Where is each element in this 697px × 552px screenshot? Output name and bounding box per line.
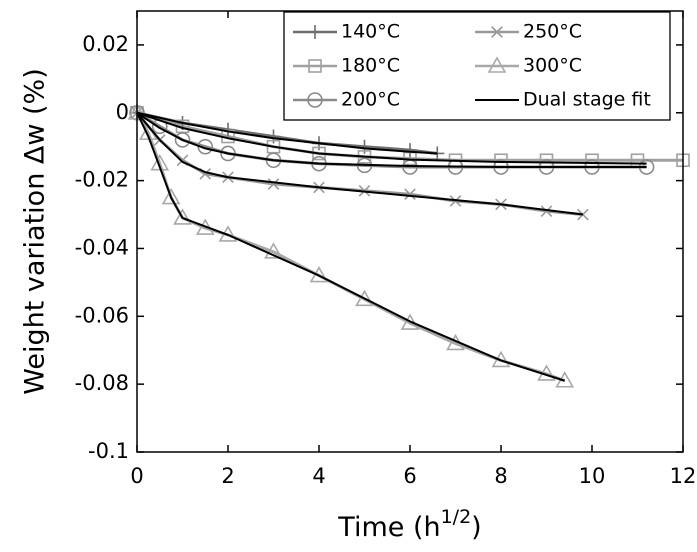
x-axis-label-part: Time (h [337, 512, 440, 543]
marker [404, 188, 416, 201]
plot-frame [136, 10, 684, 453]
marker [308, 59, 322, 73]
marker [174, 132, 191, 148]
marker [264, 242, 283, 259]
x-tick-label: 6 [403, 464, 416, 488]
y-tick-label: -0.06 [75, 303, 129, 327]
marker [308, 25, 322, 39]
marker [355, 289, 374, 307]
legend-label: 300°C [523, 55, 582, 77]
x-axis-label: Time (h1/2) [337, 506, 481, 543]
legend: 140°C 180°C 200°C 250°C 300°C Dual stage fit [283, 11, 671, 121]
fit-line [136, 112, 566, 382]
fit-line [136, 111, 647, 169]
marker [487, 56, 507, 73]
fit-line [136, 111, 647, 165]
marker [267, 178, 280, 190]
marker [173, 208, 192, 225]
legend-label: 140°C [341, 21, 400, 43]
fit-line [136, 111, 438, 155]
marker [491, 26, 503, 38]
x-axis-label-part: ) [471, 512, 482, 543]
x-tick-label: 0 [130, 464, 143, 488]
marker [307, 92, 323, 108]
x-tick-label: 2 [221, 464, 234, 488]
y-tick-label: 0 [116, 100, 129, 124]
fit-line [136, 112, 584, 216]
y-tick-label: -0.04 [75, 235, 129, 259]
legend-label: 200°C [341, 89, 400, 111]
marker [161, 187, 181, 205]
legend-label: Dual stage fit [523, 89, 651, 111]
y-axis-label: Weight variation Δw (%) [20, 68, 51, 394]
x-tick-label: 4 [312, 464, 325, 488]
y-tick-label: 0.02 [82, 32, 129, 56]
y-tick-label: -0.02 [75, 168, 129, 192]
marker [403, 143, 417, 158]
x-tick-label: 8 [494, 464, 507, 488]
x-tick-label: 10 [579, 464, 606, 488]
x-tick-label: 12 [670, 464, 697, 488]
legend-label: 180°C [341, 55, 400, 77]
y-tick-label: -0.08 [75, 371, 129, 395]
x-axis-label-part: 1/2 [441, 506, 472, 528]
legend-label: 250°C [523, 21, 582, 43]
marker [220, 145, 236, 162]
y-tick-label: -0.1 [88, 439, 129, 463]
marker [540, 205, 553, 217]
marker [151, 118, 168, 135]
